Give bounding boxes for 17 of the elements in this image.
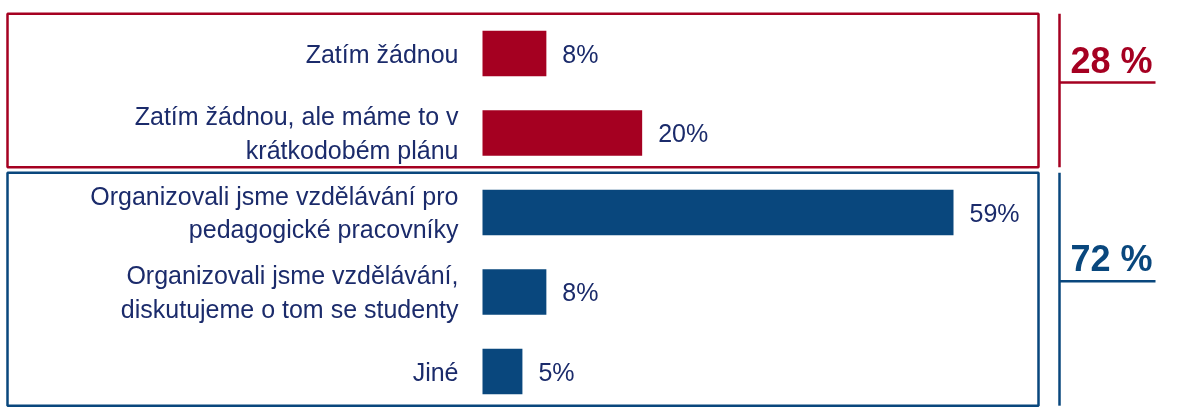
bar: [482, 30, 547, 77]
bar: [482, 189, 954, 236]
text: 28 %: [1070, 39, 1153, 81]
data-label: 8%: [562, 39, 599, 68]
bar: [482, 110, 643, 156]
y-tick-label: Zatím žádnou, ale máme to v krátkodobém plánu: [134, 102, 459, 164]
data-label: 20%: [658, 119, 709, 147]
y-tick-label: Zatím žádnou: [305, 39, 459, 68]
data-label: 8%: [562, 278, 599, 306]
bar: [482, 348, 523, 395]
data-label: 5%: [538, 357, 575, 386]
y-tick-label: Organizovali jsme vzdělávání pro pedagogické pracovníky: [90, 181, 459, 244]
y-tick-label: Organizovali jsme vzdělávání, diskutujeme o tom se studenty: [120, 261, 459, 323]
data-label: 59%: [969, 198, 1020, 227]
bar: [482, 269, 547, 315]
y-tick-label: Jiné: [412, 357, 459, 386]
text: 72 %: [1070, 238, 1153, 280]
